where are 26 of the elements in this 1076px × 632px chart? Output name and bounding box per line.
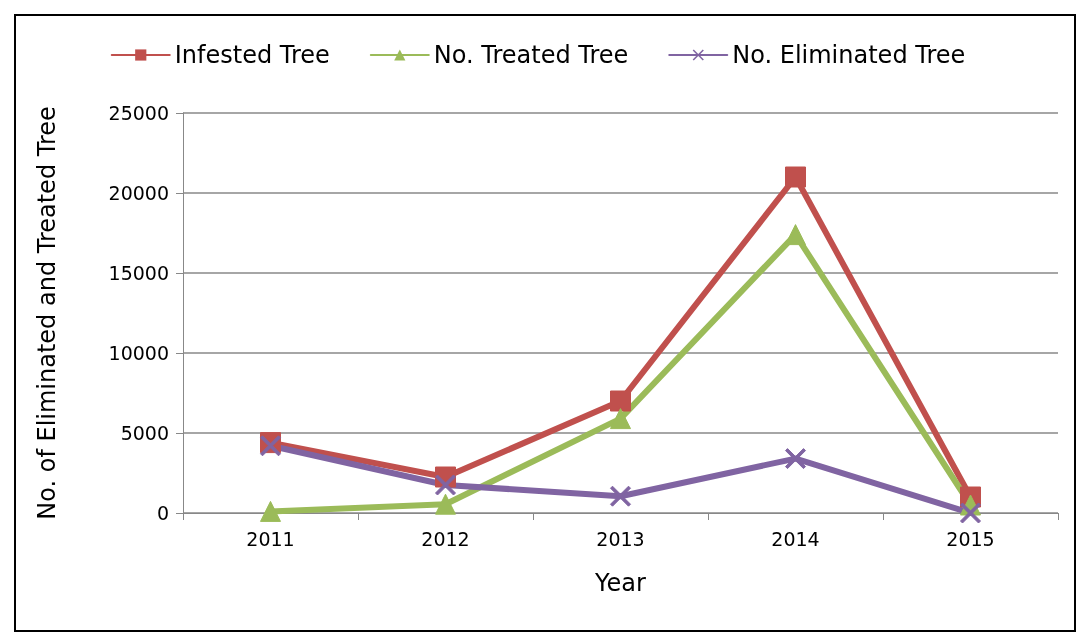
y-tick-label: 10000 <box>108 342 169 364</box>
point <box>435 493 456 515</box>
point <box>785 166 806 188</box>
x-axis-title: Year <box>594 569 647 597</box>
point <box>610 390 631 412</box>
y-axis-title: No. of Eliminated and Treated Tree <box>33 106 61 520</box>
point <box>785 224 806 246</box>
legend-label: Infested Tree <box>174 41 330 69</box>
x-tick-label: 2015 <box>946 527 995 550</box>
y-tick-label: 0 <box>156 502 169 524</box>
point <box>610 485 631 507</box>
point <box>785 448 806 470</box>
point <box>260 500 281 522</box>
x-tick-label: 2011 <box>246 527 295 550</box>
x-tick-label: 2012 <box>421 527 470 550</box>
y-tick-label: 20000 <box>108 182 169 204</box>
point <box>610 408 631 430</box>
x-tick-label: 2013 <box>596 527 645 550</box>
point <box>960 502 981 524</box>
y-tick-label: 15000 <box>108 262 169 284</box>
point <box>435 474 456 496</box>
legend-label: No. Eliminated Tree <box>732 41 966 69</box>
y-tick-label: 25000 <box>108 102 169 124</box>
legend-label: No. Treated Tree <box>433 41 629 69</box>
x-tick-label: 2014 <box>771 527 820 550</box>
y-tick-label: 5000 <box>120 422 169 444</box>
